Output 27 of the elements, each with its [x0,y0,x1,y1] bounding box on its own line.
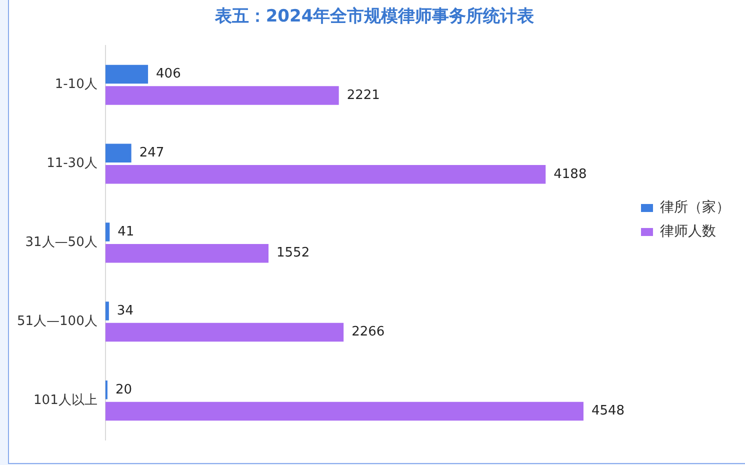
data-label: 1552 [276,246,310,261]
data-label: 41 [118,224,134,240]
data-label: 2266 [352,324,385,340]
bar [105,322,344,342]
legend-label: 律所（家） [660,200,730,216]
legend-label: 律师人数 [660,224,716,240]
data-label: 34 [116,303,134,318]
chart-title: 表五：2024年全市规模律师事务所统计表 [214,6,536,27]
data-label: 4188 [554,166,587,182]
bar [105,165,546,184]
bar [105,144,132,162]
data-label: 247 [139,146,164,160]
y-tick-label: 1-10人 [54,77,98,92]
bar [105,86,339,105]
y-tick-label: 101人以上 [34,392,98,408]
bar [105,302,109,320]
data-label: 406 [156,66,181,82]
bar [105,64,148,84]
y-tick-label: 51人—100人 [16,314,98,329]
data-label: 20 [115,382,132,398]
y-tick-label: 31人—50人 [25,235,98,250]
bar [105,222,110,242]
data-label: 2221 [346,88,380,103]
bar [105,244,269,263]
y-tick-label: 11-30人 [46,156,98,172]
bar [105,402,584,421]
data-label: 4548 [591,404,625,419]
